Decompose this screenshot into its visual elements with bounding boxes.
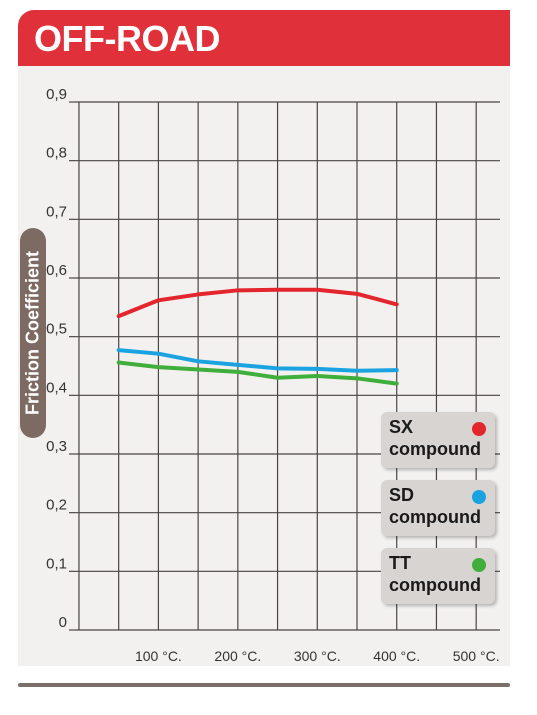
y-tick-label: 0,2	[46, 497, 67, 514]
x-tick-label: 300 °C.	[294, 648, 341, 664]
legend-tt-name: TT	[389, 553, 411, 573]
series-line-sx	[116, 287, 399, 319]
x-tick-label: 500 °C.	[453, 648, 500, 664]
header-banner: OFF-ROAD	[18, 10, 510, 66]
legend-sd-compound: compound	[389, 507, 481, 527]
legend-sx-name: SX	[389, 417, 414, 437]
series-lines	[116, 287, 399, 386]
y-tick-label: 0,1	[46, 555, 67, 572]
legend-sd-name: SD	[389, 485, 415, 505]
x-tick-labels: 100 °C. 200 °C. 300 °C. 400 °C. 500 °C.	[135, 648, 500, 664]
series-line-tt	[116, 360, 399, 386]
legend-item-sd: SD compound	[381, 480, 495, 536]
x-tick-label: 400 °C.	[373, 648, 420, 664]
y-tick-labels: 0 0,1 0,2 0,3 0,4 0,5 0,6 0,7 0,8 0,9	[46, 86, 75, 631]
y-tick-label: 0,4	[46, 379, 67, 396]
legend-item-tt: TT compound	[381, 548, 495, 604]
x-tick-label: 200 °C.	[214, 648, 261, 664]
series-line-sd	[116, 348, 399, 373]
page-title: OFF-ROAD	[34, 18, 220, 59]
legend-sx-color-dot	[472, 422, 486, 436]
y-tick-label: 0,7	[46, 203, 67, 220]
x-tick-label: 100 °C.	[135, 648, 182, 664]
chart-grid	[75, 101, 500, 631]
legend-sd-color-dot	[472, 490, 486, 504]
y-tick-label: 0,9	[46, 86, 67, 103]
legend-tt-compound: compound	[389, 575, 481, 595]
y-tick-label: 0,6	[46, 262, 67, 279]
y-tick-label: 0,3	[46, 438, 67, 455]
y-axis-label: Friction Coefficient	[22, 250, 43, 416]
legend-item-sx: SX compound	[381, 412, 495, 468]
y-tick-label: 0,5	[46, 321, 67, 338]
legend-tt-color-dot	[472, 558, 486, 572]
bottom-rule	[18, 683, 510, 687]
y-axis-label-pill	[20, 228, 46, 438]
y-tick-label: 0,8	[46, 145, 67, 162]
legend-sx-compound: compound	[389, 439, 481, 459]
y-tick-label: 0	[59, 614, 67, 631]
